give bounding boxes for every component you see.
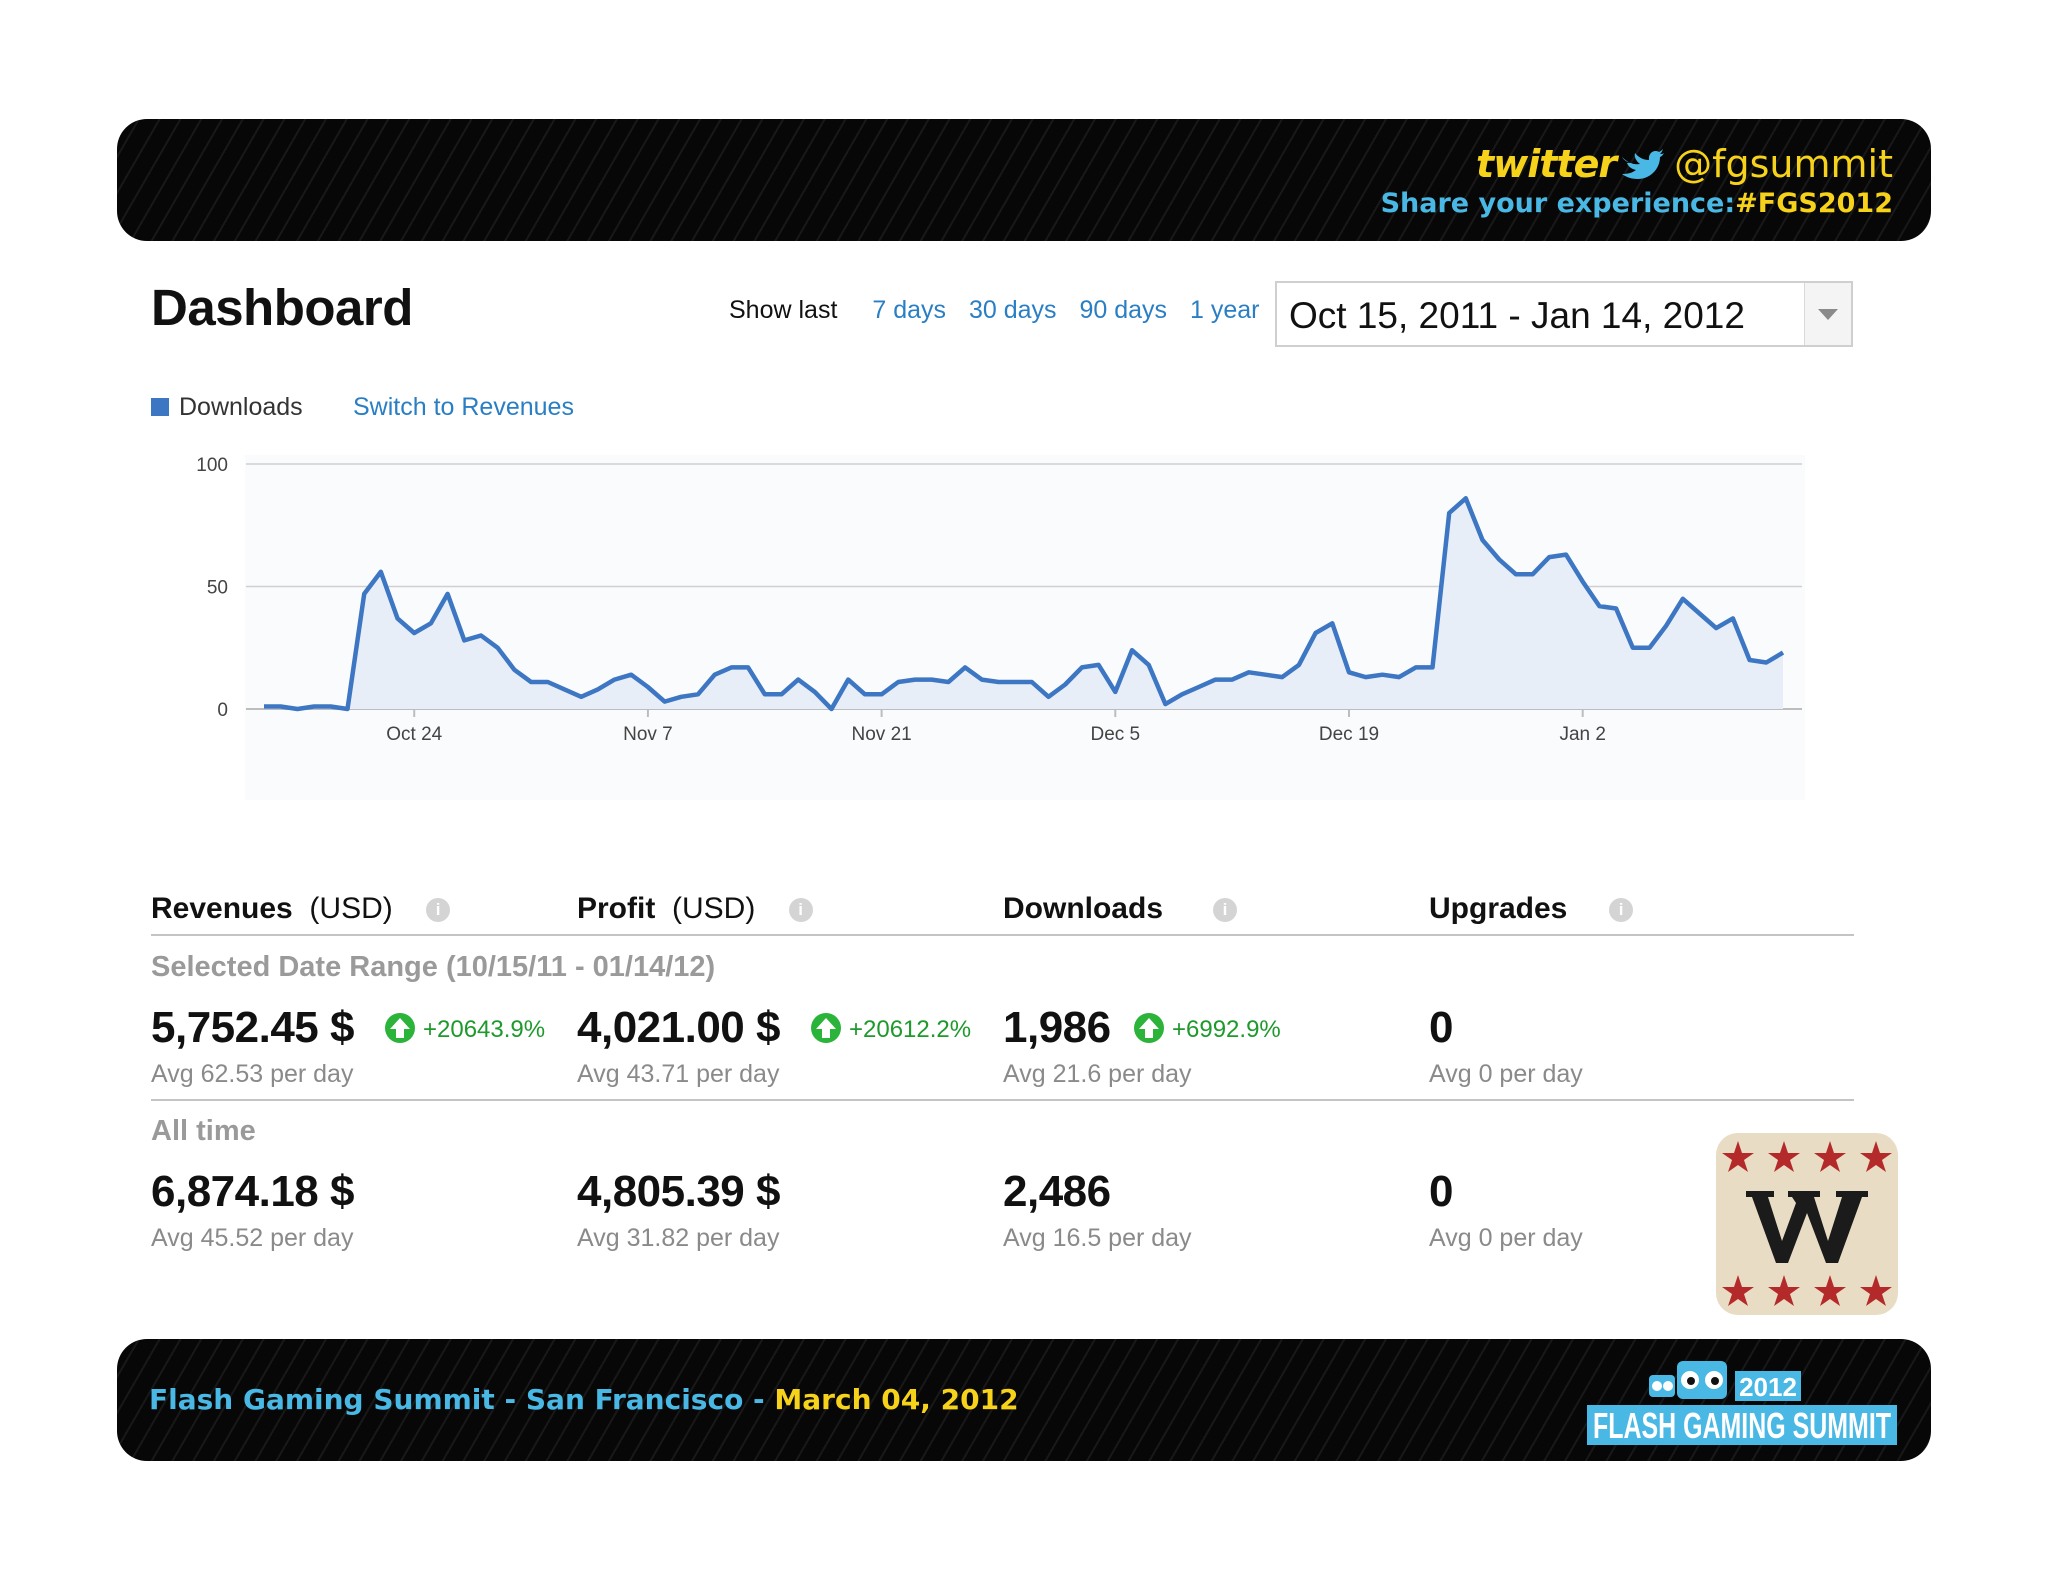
y-axis-ticks: 100 50 0 — [196, 455, 228, 721]
y-tick-label: 100 — [196, 455, 228, 476]
twitter-handle: @fgsummit — [1674, 142, 1893, 186]
downloads-selected-avg: Avg 21.6 per day — [1003, 1060, 1192, 1088]
profit-alltime-value: 4,805.39 $ — [577, 1167, 780, 1216]
twitter-bird-icon — [1622, 149, 1665, 179]
footer-event-text: Flash Gaming Summit - San Francisco - Ma… — [149, 1383, 1019, 1416]
profit-delta-text: +20612.2% — [849, 1016, 972, 1043]
twitter-promo: twitter @fgsummit Share your experience:#… — [1381, 143, 1893, 219]
hashtag: #FGS2012 — [1735, 188, 1893, 219]
profit-selected-avg: Avg 43.71 per day — [577, 1060, 780, 1088]
range-selector: Show last 7 days 30 days 90 days 1 year — [729, 296, 1259, 325]
divider — [151, 1099, 1854, 1101]
profit-delta: +20612.2% — [811, 1013, 971, 1044]
profit-selected-value: 4,021.00 $ — [577, 1003, 780, 1052]
footer-event: Flash Gaming Summit - San Francisco - — [149, 1383, 775, 1416]
upgrades-selected-value: 0 — [1429, 1003, 1453, 1052]
arrow-up-icon — [811, 1013, 841, 1043]
downloads-delta-text: +6992.9% — [1172, 1016, 1281, 1043]
metric-title-revenues: Revenues — [151, 892, 293, 925]
date-range-dropdown[interactable]: Oct 15, 2011 - Jan 14, 2012 — [1275, 281, 1853, 347]
series-line-downloads — [264, 496, 1785, 712]
chart-legend: Downloads — [151, 393, 303, 422]
x-axis-ticks: Oct 24 Nov 7 Nov 21 Dec 5 Dec 19 Jan 2 — [386, 709, 1606, 745]
metric-unit-profit: (USD) — [672, 892, 756, 925]
logo-text: FLASH GAMING SUMMIT — [1593, 1405, 1891, 1446]
show-last-label: Show last — [729, 296, 838, 324]
share-text: Share your experience: — [1380, 188, 1736, 219]
header-banner: twitter @fgsummit Share your experience:#… — [117, 119, 1931, 241]
metric-unit-revenues: (USD) — [309, 892, 393, 925]
series-area — [264, 498, 1783, 709]
metric-header-upgrades: Upgrades i — [1429, 892, 1634, 926]
page-title: Dashboard — [151, 279, 413, 336]
revenues-alltime-value: 6,874.18 $ — [151, 1167, 354, 1216]
downloads-chart: 100 50 0 Oct 24 Nov 7 Nov 21 Dec 5 Dec 19 Jan 2 — [196, 455, 1802, 745]
date-range-value: Oct 15, 2011 - Jan 14, 2012 — [1289, 295, 1745, 336]
metric-header-revenues: Revenues (USD) i — [151, 892, 451, 926]
twitter-wordmark: twitter — [1475, 142, 1617, 186]
arrow-up-icon — [385, 1013, 415, 1043]
downloads-alltime-value: 2,486 — [1003, 1167, 1111, 1216]
footer-date: March 04, 2012 — [774, 1383, 1019, 1416]
arrow-up-icon — [1134, 1013, 1164, 1043]
info-icon[interactable]: i — [426, 898, 451, 922]
downloads-delta: +6992.9% — [1134, 1013, 1281, 1044]
dropdown-arrow[interactable] — [1804, 283, 1851, 345]
range-link-7-days[interactable]: 7 days — [872, 296, 947, 324]
selected-range-label: Selected Date Range (10/15/11 - 01/14/12… — [151, 951, 716, 983]
all-time-label: All time — [151, 1115, 256, 1147]
upgrades-alltime-avg: Avg 0 per day — [1429, 1224, 1583, 1252]
x-tick-label: Nov 21 — [852, 724, 912, 745]
info-icon[interactable]: i — [1609, 898, 1634, 922]
divider — [151, 934, 1854, 936]
y-tick-label: 0 — [217, 700, 228, 721]
revenues-delta: +20643.9% — [385, 1013, 545, 1044]
metric-header-profit: Profit (USD) i — [577, 892, 813, 926]
upgrades-alltime-value: 0 — [1429, 1167, 1453, 1216]
logo-year: 2012 — [1739, 1372, 1797, 1402]
x-tick-label: Dec 19 — [1319, 724, 1379, 745]
profit-alltime-avg: Avg 31.82 per day — [577, 1224, 780, 1252]
x-tick-label: Jan 2 — [1559, 724, 1605, 745]
upgrades-selected-avg: Avg 0 per day — [1429, 1060, 1583, 1088]
metric-header-downloads: Downloads i — [1003, 892, 1238, 926]
x-tick-label: Dec 5 — [1090, 724, 1140, 745]
metric-title-profit: Profit — [577, 892, 656, 925]
revenues-delta-text: +20643.9% — [423, 1016, 546, 1043]
chevron-down-icon — [1818, 309, 1838, 320]
range-link-1-year[interactable]: 1 year — [1190, 296, 1260, 324]
y-tick-label: 50 — [207, 578, 228, 599]
legend-label: Downloads — [179, 393, 303, 421]
x-tick-label: Nov 7 — [623, 724, 673, 745]
x-tick-label: Oct 24 — [386, 724, 442, 745]
range-link-30-days[interactable]: 30 days — [968, 296, 1057, 324]
footer-banner: Flash Gaming Summit - San Francisco - Ma… — [117, 1339, 1931, 1461]
flash-gaming-summit-logo: 2012 FLASH GAMING SUMMIT — [1587, 1361, 1897, 1446]
metric-title-upgrades: Upgrades — [1429, 892, 1568, 925]
revenues-selected-value: 5,752.45 $ — [151, 1003, 354, 1052]
legend-swatch — [151, 398, 169, 416]
downloads-selected-value: 1,986 — [1003, 1003, 1111, 1052]
app-icon — [1716, 1133, 1898, 1315]
downloads-alltime-avg: Avg 16.5 per day — [1003, 1224, 1192, 1252]
metric-title-downloads: Downloads — [1003, 892, 1164, 925]
info-icon[interactable]: i — [788, 898, 813, 922]
revenues-alltime-avg: Avg 45.52 per day — [151, 1224, 354, 1252]
range-link-90-days[interactable]: 90 days — [1079, 296, 1168, 324]
info-icon[interactable]: i — [1213, 898, 1238, 922]
switch-to-revenues-link[interactable]: Switch to Revenues — [353, 393, 574, 421]
revenues-selected-avg: Avg 62.53 per day — [151, 1060, 354, 1088]
